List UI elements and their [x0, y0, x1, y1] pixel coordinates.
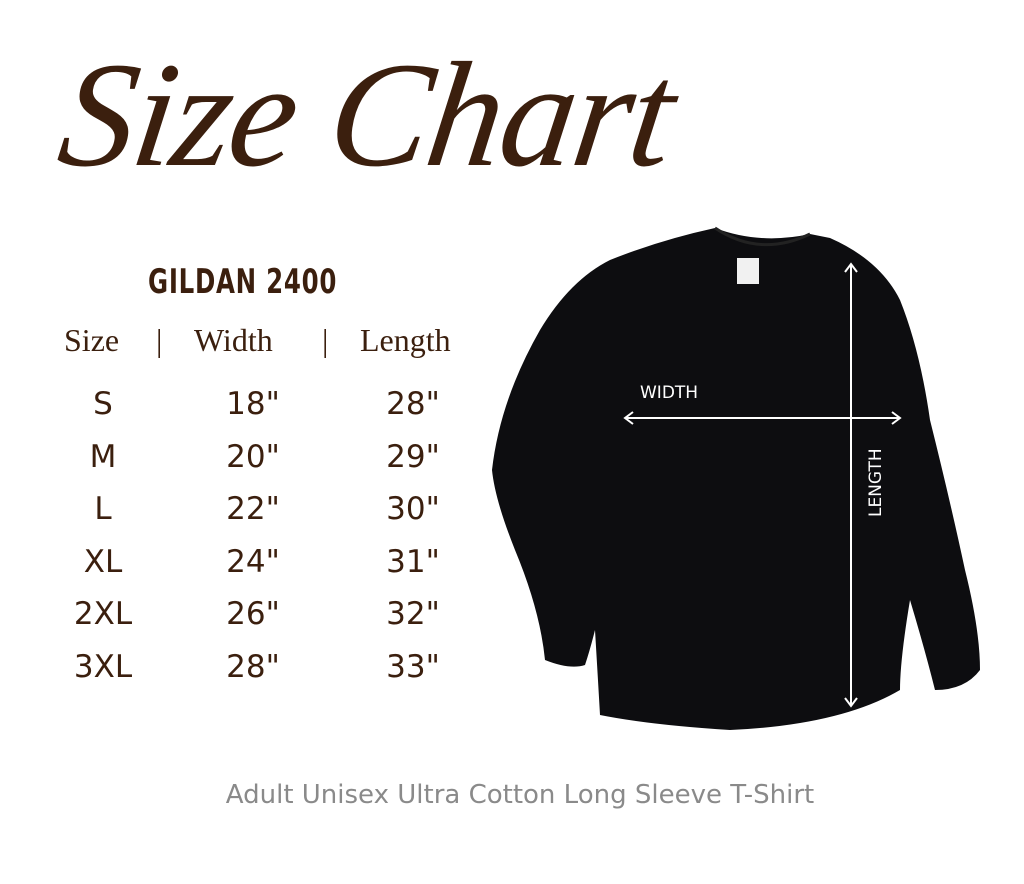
cell-size: L	[94, 491, 112, 527]
header-divider: |	[156, 322, 163, 358]
size-chart-title-logo: Size Chart	[50, 32, 683, 198]
width-label: WIDTH	[640, 383, 698, 403]
cell-size: 2XL	[73, 596, 133, 632]
cell-length: 32"	[386, 596, 440, 632]
table-row: M 20" 29"	[0, 439, 500, 491]
product-caption: Adult Unisex Ultra Cotton Long Sleeve T-…	[225, 780, 815, 810]
header-divider: |	[322, 322, 329, 358]
cell-length: 28"	[386, 386, 440, 422]
cell-width: 20"	[226, 438, 280, 475]
cell-size: S	[93, 386, 113, 422]
table-row: L 22" 30"	[0, 491, 500, 543]
cell-length: 29"	[386, 438, 440, 475]
header-width: Width	[194, 322, 273, 358]
length-arrowheads	[844, 262, 858, 708]
table-row: XL 24" 31"	[0, 544, 500, 596]
cell-length: 31"	[386, 543, 440, 580]
cell-width: 24"	[226, 543, 280, 580]
cell-size: 3XL	[73, 648, 133, 685]
cell-width: 22"	[226, 491, 280, 527]
table-row: 2XL 26" 32"	[0, 596, 500, 648]
cell-size: XL	[83, 543, 123, 580]
cell-width: 28"	[226, 648, 280, 685]
collar	[714, 226, 811, 247]
length-label: LENGTH	[866, 448, 886, 517]
cell-length: 30"	[386, 491, 440, 527]
cell-width: 18"	[226, 386, 280, 422]
long-sleeve-shirt	[492, 228, 980, 730]
brand-model: GILDAN 2400	[148, 262, 338, 302]
table-row: S 18" 28"	[0, 386, 500, 438]
cell-size: M	[89, 438, 117, 475]
header-size: Size	[64, 322, 120, 358]
header-length: Length	[360, 322, 451, 358]
width-arrowheads	[623, 411, 902, 425]
shirt-diagram: WIDTH LENGTH	[492, 226, 980, 730]
shirt-tag	[737, 258, 759, 284]
table-row: 3XL 28" 33"	[0, 649, 500, 701]
cell-length: 33"	[386, 648, 440, 685]
cell-width: 26"	[226, 596, 280, 632]
